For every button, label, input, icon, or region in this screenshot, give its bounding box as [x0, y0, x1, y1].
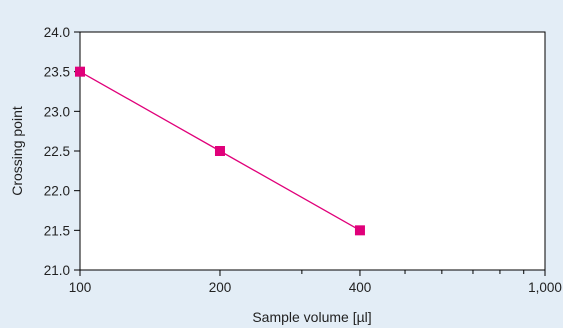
x-tick-label: 100: [69, 280, 92, 295]
plot-area: [79, 31, 546, 271]
x-tick-label: 400: [349, 280, 372, 295]
y-tick-label: 23.0: [44, 104, 70, 119]
y-tick-label: 21.0: [44, 263, 70, 278]
series-layer: [75, 66, 365, 236]
y-tick-label: 23.5: [44, 65, 70, 80]
x-axis-title: Sample volume [µl]: [252, 309, 371, 325]
y-axis-title: Crossing point: [9, 106, 25, 196]
data-point: [75, 66, 85, 77]
x-axis: 100 200 400 1,000: [69, 270, 562, 295]
y-tick-label: 22.0: [44, 184, 70, 199]
y-tick-label: 21.5: [44, 223, 70, 238]
x-tick-label: 1,000: [528, 280, 562, 295]
y-tick-label: 22.5: [44, 144, 70, 159]
x-tick-label: 200: [209, 280, 232, 295]
y-axis: 21.0 21.5 22.0 22.5 23.0 23.5 24.0: [44, 25, 80, 278]
data-point: [214, 146, 225, 156]
data-point: [354, 225, 365, 236]
y-tick-label: 24.0: [44, 25, 70, 40]
